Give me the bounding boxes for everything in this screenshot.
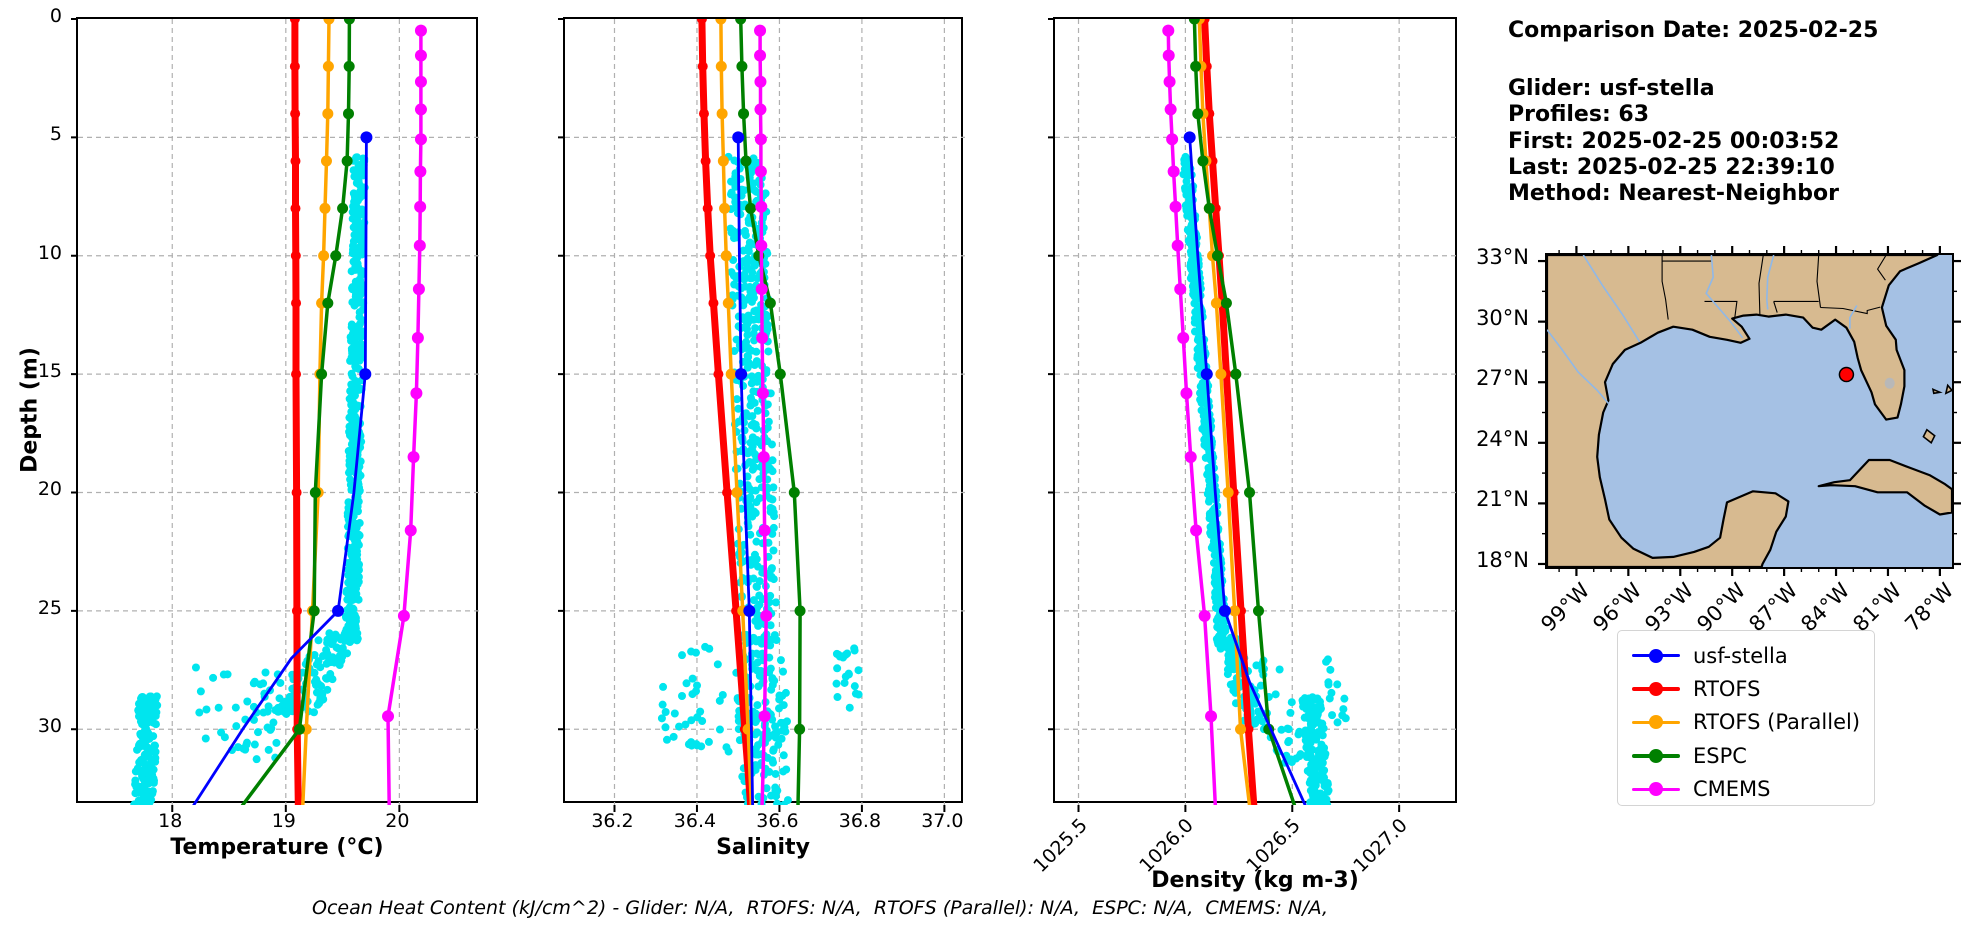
- temperature-profile-chart: [71, 17, 480, 812]
- depth-tick-label: 10: [37, 241, 62, 264]
- first-profile-time: First: 2025-02-25 00:03:52: [1508, 128, 1840, 154]
- series-rtofs: [289, 19, 303, 805]
- x-tick-label: 36.2: [591, 810, 634, 832]
- salinity-axis-label: Salinity: [716, 835, 810, 860]
- last-profile-time: Last: 2025-02-25 22:39:10: [1508, 154, 1835, 180]
- map-tick-marks: [1538, 246, 1961, 576]
- x-tick-label: 20: [385, 810, 410, 832]
- glider-scatter-points: [1179, 152, 1350, 805]
- depth-tick-label: 15: [37, 360, 62, 383]
- legend-label: usf-stella: [1693, 643, 1788, 668]
- map-lon-tick-label: 99°W: [1536, 578, 1595, 637]
- map-lon-tick-label: 84°W: [1796, 578, 1855, 637]
- series-cmems: [382, 24, 427, 805]
- salinity-profile-chart: [558, 17, 965, 812]
- depth-tick-label: 25: [37, 596, 62, 619]
- chart-canvas: [558, 18, 965, 812]
- legend: usf-stella RTOFS RTOFS (Parallel) ESPC CMEMS: [1617, 630, 1875, 806]
- map-lat-tick-label: 21°N: [1476, 487, 1529, 512]
- depth-tick-label: 20: [37, 478, 62, 501]
- map-lat-tick-label: 18°N: [1476, 547, 1529, 572]
- legend-line-swatch: [1632, 682, 1680, 697]
- legend-marker-dot: [1649, 715, 1663, 730]
- map-land-group: [1547, 255, 1952, 567]
- x-tick-label: 18: [158, 810, 183, 832]
- series-cmems: [1162, 24, 1218, 805]
- ocean-heat-content-footer: Ocean Heat Content (kJ/cm^2) - Glider: N…: [312, 897, 1328, 919]
- series-usf-stella: [1183, 131, 1307, 805]
- legend-label: ESPC: [1693, 743, 1747, 768]
- legend-item-cmems: CMEMS: [1632, 773, 1874, 806]
- legend-label: CMEMS: [1693, 777, 1771, 802]
- chart-canvas: [1048, 18, 1459, 812]
- map-lon-tick-label: 78°W: [1900, 578, 1959, 637]
- glider-name: Glider: usf-stella: [1508, 76, 1715, 101]
- legend-marker-dot: [1649, 682, 1663, 697]
- x-tick-label: 36.4: [673, 810, 717, 832]
- legend-item-usf-stella: usf-stella: [1632, 639, 1874, 672]
- x-tick-label: 1027.0: [1349, 814, 1412, 877]
- map-lat-tick-label: 30°N: [1476, 305, 1529, 330]
- map-canvas: [1538, 246, 1961, 576]
- map-lon-tick-label: 93°W: [1640, 578, 1699, 637]
- tick-marks: [558, 18, 946, 812]
- density-profile-chart: [1048, 17, 1459, 812]
- temperature-axis-label: Temperature (°C): [170, 835, 384, 860]
- map-lat-tick-label: 33°N: [1476, 245, 1529, 270]
- legend-marker-dot: [1649, 648, 1663, 663]
- legend-item-rtofs: RTOFS: [1632, 672, 1874, 705]
- legend-marker-dot: [1649, 782, 1663, 797]
- legend-line-swatch: [1632, 648, 1680, 663]
- gulf-of-mexico-map: [1538, 246, 1961, 576]
- tick-marks: [1048, 18, 1401, 812]
- map-lat-tick-label: 27°N: [1476, 366, 1529, 391]
- map-lat-tick-label: 24°N: [1476, 426, 1529, 451]
- glider-info-lines: Glider: usf-stella Profiles: 63 First: 2…: [1508, 76, 1878, 207]
- series-rtofs: [696, 19, 755, 805]
- legend-item-espc: ESPC: [1632, 739, 1874, 772]
- legend-label: RTOFS (Parallel): [1693, 710, 1861, 735]
- chart-canvas: [71, 18, 480, 812]
- series-cmems: [754, 24, 773, 805]
- legend-line-swatch: [1632, 782, 1680, 797]
- series-usf-stella: [192, 131, 373, 805]
- legend-marker-dot: [1649, 748, 1663, 763]
- legend-item-rtofs-parallel-: RTOFS (Parallel): [1632, 706, 1874, 739]
- tick-marks: [71, 18, 401, 812]
- x-tick-label: 36.8: [838, 810, 882, 832]
- map-lon-tick-label: 90°W: [1692, 578, 1751, 637]
- x-tick-label: 36.6: [756, 810, 799, 832]
- map-lon-tick-label: 81°W: [1848, 578, 1907, 637]
- depth-tick-label: 5: [49, 123, 62, 146]
- depth-tick-label: 0: [49, 5, 62, 27]
- series-espc: [1188, 19, 1297, 805]
- glider-location-marker: [1838, 366, 1855, 383]
- x-tick-label: 1025.5: [1028, 814, 1092, 877]
- profiles-count: Profiles: 63: [1508, 102, 1650, 128]
- method: Method: Nearest-Neighbor: [1508, 181, 1839, 207]
- comparison-date: Comparison Date: 2025-02-25: [1508, 18, 1879, 43]
- depth-tick-label: 30: [37, 715, 62, 738]
- series-usf-stella: [732, 131, 756, 805]
- map-lon-tick-label: 96°W: [1588, 578, 1647, 637]
- legend-label: RTOFS: [1693, 677, 1761, 702]
- glider-scatter-points: [130, 153, 369, 805]
- legend-line-swatch: [1632, 748, 1680, 763]
- series-espc: [240, 19, 355, 805]
- info-panel: Comparison Date: 2025-02-25 Glider: usf-…: [1508, 18, 1878, 207]
- map-lon-tick-label: 87°W: [1744, 578, 1803, 637]
- density-axis-label: Density (kg m-3): [1151, 868, 1359, 893]
- legend-line-swatch: [1632, 715, 1680, 730]
- x-tick-label: 37.0: [921, 810, 964, 832]
- x-tick-label: 19: [271, 810, 296, 832]
- gridlines: [1055, 19, 1459, 805]
